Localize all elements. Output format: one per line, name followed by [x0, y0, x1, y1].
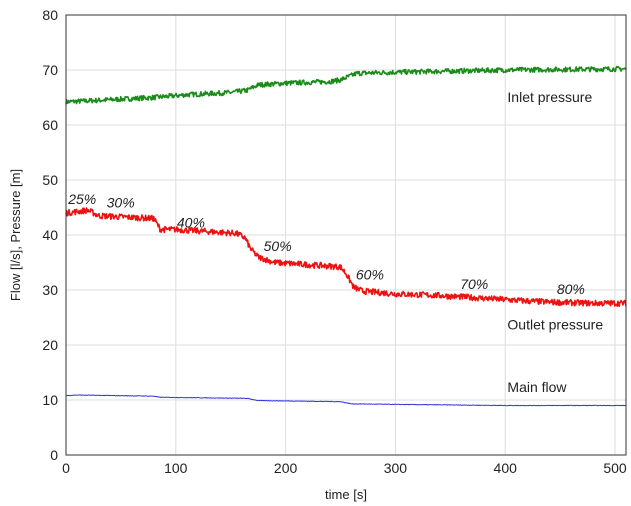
series-label: Inlet pressure — [507, 89, 592, 105]
y-axis-title: Flow [l/s], Pressure [m] — [8, 169, 23, 301]
plot-frame — [65, 14, 627, 456]
step-annotation: 70% — [460, 276, 488, 292]
x-tick-label: 500 — [603, 460, 627, 476]
y-tick-label: 10 — [42, 392, 58, 408]
y-tick-label: 70 — [42, 62, 58, 78]
x-tick-label: 0 — [62, 460, 70, 476]
step-annotation: 30% — [107, 195, 135, 211]
y-tick-label: 30 — [42, 282, 58, 298]
step-annotation: 25% — [67, 191, 96, 207]
series-lines — [65, 65, 627, 407]
annotations: 25% 30% 40% 50% 60% 70% 80% — [67, 191, 585, 297]
y-tick-label: 80 — [42, 7, 58, 23]
series-label: Main flow — [507, 379, 567, 395]
step-annotation: 80% — [557, 281, 585, 297]
series-line — [65, 394, 627, 407]
step-annotation: 40% — [177, 214, 205, 230]
tick-labels: 0 10 20 30 40 50 60 70 80 0 100 200 300 400 500 — [42, 7, 626, 476]
x-tick-label: 300 — [384, 460, 408, 476]
x-tick-label: 400 — [494, 460, 518, 476]
x-tick-label: 200 — [274, 460, 298, 476]
step-annotation: 50% — [264, 238, 292, 254]
y-tick-label: 40 — [42, 227, 58, 243]
series-label: Outlet pressure — [507, 317, 603, 333]
series-line — [65, 207, 627, 308]
series-labels: Inlet pressure Outlet pressure Main flow — [507, 89, 603, 395]
series-line — [65, 65, 627, 105]
y-tick-label: 60 — [42, 117, 58, 133]
y-tick-label: 20 — [42, 337, 58, 353]
y-tick-label: 50 — [42, 172, 58, 188]
x-tick-label: 100 — [164, 460, 188, 476]
y-tick-label: 0 — [50, 447, 58, 463]
step-annotation: 60% — [356, 267, 384, 283]
x-axis-title: time [s] — [325, 487, 367, 502]
grid — [66, 15, 626, 455]
